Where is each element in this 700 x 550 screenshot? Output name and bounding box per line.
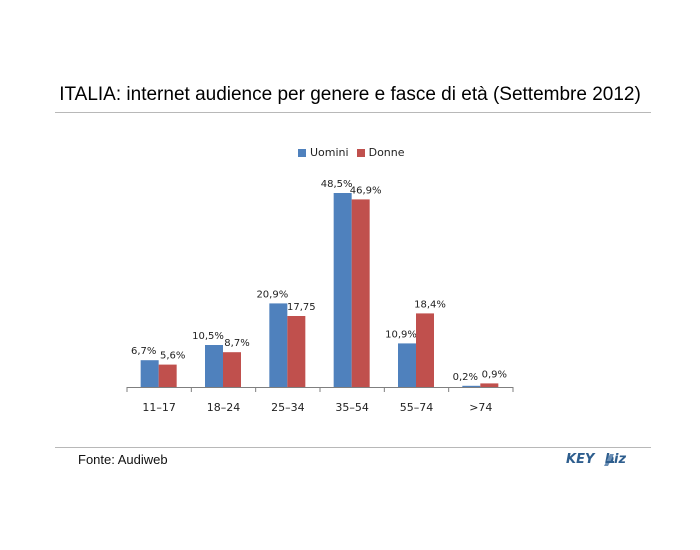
chart-legend: Uomini Donne: [298, 146, 413, 159]
data-label-uomini: 6,7%: [131, 346, 156, 357]
bar-donne: [287, 316, 306, 387]
data-label-donne: 17,75: [287, 302, 316, 313]
bar-donne: [223, 352, 241, 387]
legend-label-uomini: Uomini: [310, 146, 349, 159]
bar-donne: [480, 383, 499, 387]
data-label-uomini: 10,5%: [192, 331, 224, 342]
data-label-donne: 8,7%: [224, 338, 249, 349]
bottom-divider: [55, 447, 651, 448]
data-label-uomini: 0,2%: [453, 372, 478, 383]
top-divider: [55, 112, 651, 113]
logo-mark-icon: [604, 454, 614, 466]
logo-text: KEY biz: [566, 452, 627, 467]
data-label-donne: 0,9%: [482, 369, 507, 380]
legend-item-uomini: Uomini: [298, 146, 349, 159]
legend-item-donne: Donne: [356, 146, 405, 159]
legend-swatch-donne: [356, 148, 365, 157]
bar-donne: [416, 313, 434, 387]
bar-donne: [351, 199, 370, 387]
x-tick-label: 18–24: [207, 401, 241, 414]
x-tick-label: 11–17: [142, 401, 176, 414]
x-tick-label: 35–54: [335, 401, 369, 414]
legend-label-donne: Donne: [368, 146, 405, 159]
bar-uomini: [205, 345, 223, 387]
data-label-donne: 5,6%: [160, 351, 185, 362]
data-label-uomini: 20,9%: [256, 289, 288, 300]
x-tick-label: 25–34: [271, 401, 305, 414]
bar-uomini: [140, 360, 159, 387]
source-note: Fonte: Audiweb: [78, 452, 168, 467]
x-tick-label: >74: [469, 401, 492, 414]
data-label-donne: 46,9%: [350, 185, 382, 196]
data-label-uomini: 48,5%: [321, 179, 353, 190]
legend-swatch-uomini: [298, 148, 306, 157]
page-title: ITALIA: internet audience per genere e f…: [59, 84, 641, 105]
bar-uomini: [462, 385, 481, 387]
key4biz-logo: KEY biz: [566, 452, 642, 472]
data-label-uomini: 10,9%: [385, 329, 417, 340]
bar-donne: [158, 364, 177, 387]
bar-uomini: [333, 193, 352, 387]
bar-uomini: [269, 303, 288, 387]
data-label-donne: 18,4%: [414, 299, 446, 310]
x-tick-label: 55–74: [400, 401, 434, 414]
bar-uomini: [398, 343, 416, 387]
